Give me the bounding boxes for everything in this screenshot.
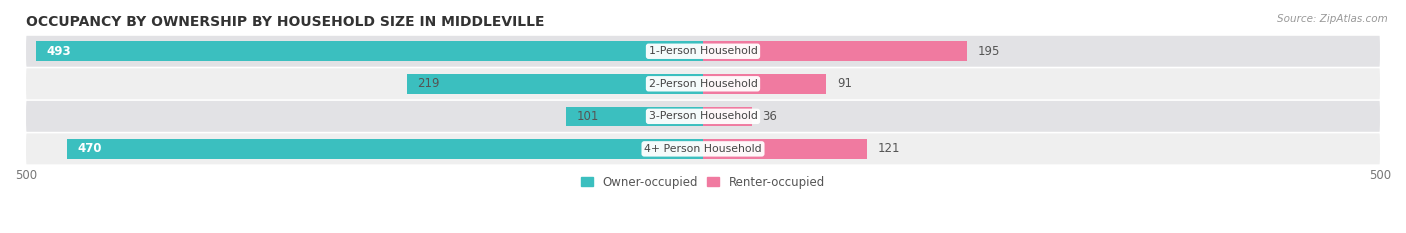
- Bar: [703, 106, 752, 126]
- Legend: Owner-occupied, Renter-occupied: Owner-occupied, Renter-occupied: [581, 176, 825, 189]
- Text: 91: 91: [837, 77, 852, 90]
- FancyBboxPatch shape: [27, 134, 1379, 164]
- FancyBboxPatch shape: [27, 36, 1379, 67]
- Text: 470: 470: [77, 142, 103, 155]
- Text: OCCUPANCY BY OWNERSHIP BY HOUSEHOLD SIZE IN MIDDLEVILLE: OCCUPANCY BY OWNERSHIP BY HOUSEHOLD SIZE…: [27, 15, 544, 29]
- Bar: [703, 74, 827, 94]
- Text: Source: ZipAtlas.com: Source: ZipAtlas.com: [1277, 14, 1388, 24]
- FancyBboxPatch shape: [27, 101, 1379, 132]
- Text: 4+ Person Household: 4+ Person Household: [644, 144, 762, 154]
- Text: 219: 219: [418, 77, 440, 90]
- Text: 2-Person Household: 2-Person Household: [648, 79, 758, 89]
- Text: 121: 121: [877, 142, 900, 155]
- Text: 195: 195: [977, 45, 1000, 58]
- Text: 101: 101: [576, 110, 599, 123]
- Text: 3-Person Household: 3-Person Household: [648, 111, 758, 121]
- Bar: [35, 41, 703, 61]
- Bar: [703, 41, 967, 61]
- Bar: [66, 139, 703, 159]
- Text: 1-Person Household: 1-Person Household: [648, 46, 758, 56]
- Bar: [703, 139, 868, 159]
- Text: 36: 36: [762, 110, 778, 123]
- Text: 493: 493: [46, 45, 70, 58]
- FancyBboxPatch shape: [27, 68, 1379, 99]
- Bar: [567, 106, 703, 126]
- Bar: [406, 74, 703, 94]
